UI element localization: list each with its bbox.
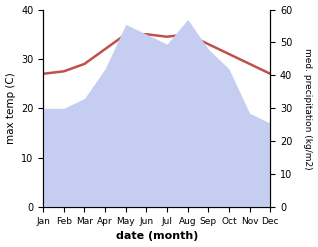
X-axis label: date (month): date (month) — [115, 231, 198, 242]
Y-axis label: max temp (C): max temp (C) — [5, 72, 16, 144]
Y-axis label: med. precipitation (kg/m2): med. precipitation (kg/m2) — [303, 48, 313, 169]
